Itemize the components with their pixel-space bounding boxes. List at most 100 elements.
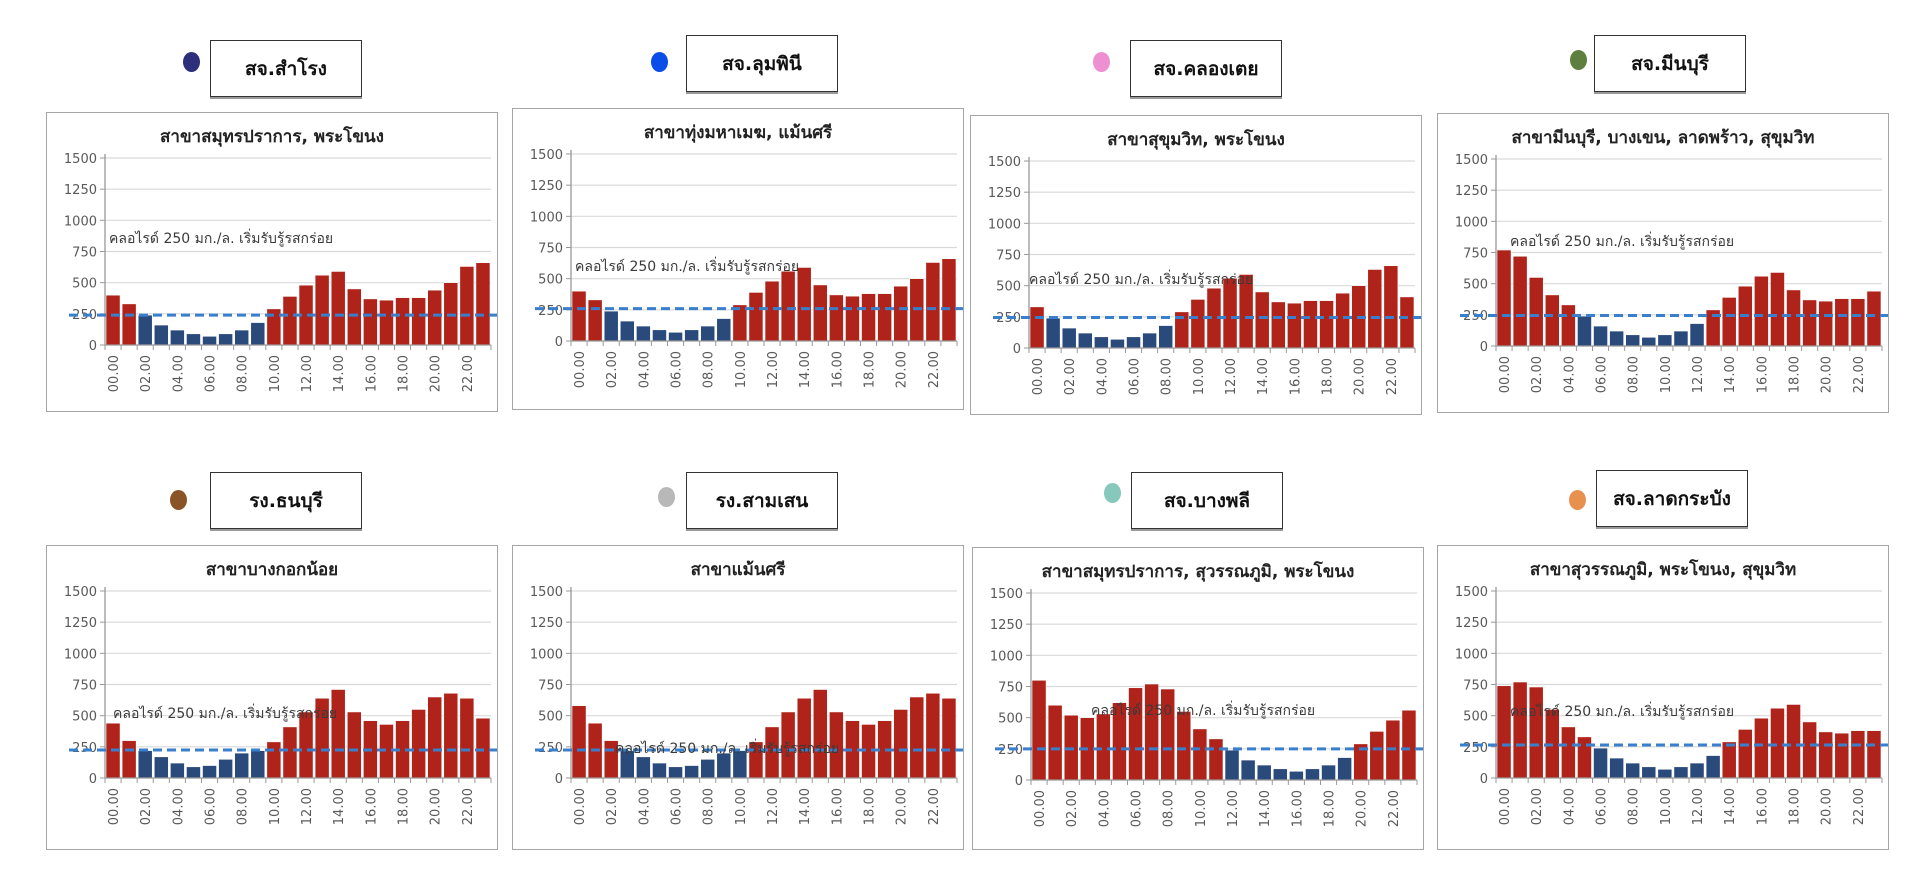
station-label: สจ.คลองเตย (1130, 40, 1282, 97)
bar (105, 294, 121, 346)
x-tick-label: 20.00 (1355, 790, 1370, 827)
y-tick-label: 0 (1480, 340, 1488, 355)
bar (475, 262, 491, 346)
y-tick-label: 0 (89, 339, 97, 354)
x-tick-label: 00.00 (1498, 788, 1513, 825)
x-tick-label: 14.00 (332, 355, 347, 392)
bar (1641, 766, 1657, 779)
x-tick-label: 08.00 (236, 355, 251, 392)
bar (1657, 768, 1673, 779)
station-color-dot (1569, 490, 1586, 510)
bar (812, 284, 828, 342)
x-tick-label: 16.00 (364, 788, 379, 825)
x-tick-label: 04.00 (1562, 788, 1577, 825)
y-tick-label: 500 (538, 710, 563, 725)
bar (1256, 764, 1272, 781)
station-color-dot (1570, 50, 1587, 70)
bar (1047, 704, 1063, 781)
bar (427, 289, 443, 346)
x-tick-label: 04.00 (1562, 356, 1577, 393)
x-tick-label: 14.00 (1256, 358, 1271, 395)
x-tick-label: 06.00 (1130, 790, 1145, 827)
y-tick-label: 1500 (64, 152, 97, 167)
bar (1335, 292, 1350, 349)
y-tick-label: 1250 (530, 179, 563, 194)
x-tick-label: 08.00 (1627, 356, 1642, 393)
bar (1142, 332, 1157, 349)
station-label: สจ.ลาดกระบัง (1596, 470, 1748, 527)
bar (1737, 729, 1753, 779)
bar (1834, 298, 1850, 347)
bar (1045, 317, 1061, 349)
x-tick-label: 22.00 (927, 351, 942, 388)
x-tick-label: 22.00 (461, 355, 476, 392)
x-tick-label: 16.00 (1290, 790, 1305, 827)
x-tick-label: 08.00 (1627, 788, 1642, 825)
bar (1528, 277, 1544, 347)
x-tick-label: 20.00 (895, 351, 910, 388)
station-color-dot (1104, 483, 1121, 503)
x-tick-label: 20.00 (429, 355, 444, 392)
x-tick-label: 14.00 (798, 788, 813, 825)
bar (218, 333, 233, 346)
x-tick-label: 18.00 (1788, 788, 1803, 825)
x-tick-label: 02.00 (139, 355, 154, 392)
x-tick-label: 12.00 (300, 788, 315, 825)
bar (684, 765, 699, 779)
threshold-annotation: คลอไรด์ 250 มก./ล. เริ่มรับรู้รสกร่อย (1091, 701, 1315, 719)
y-tick-label: 750 (1463, 247, 1488, 262)
x-tick-label: 00.00 (1031, 358, 1046, 395)
bar (346, 288, 362, 346)
bar (893, 709, 909, 779)
x-tick-label: 10.00 (734, 788, 749, 825)
bar (137, 314, 153, 346)
bar (1144, 683, 1159, 781)
x-tick-label: 04.00 (171, 355, 186, 392)
y-tick-label: 500 (72, 710, 97, 725)
bar (941, 697, 957, 779)
bar (652, 329, 667, 342)
y-tick-label: 500 (996, 280, 1021, 295)
bar (218, 759, 233, 779)
y-tick-label: 1500 (530, 585, 563, 600)
x-tick-label: 18.00 (1788, 356, 1803, 393)
x-tick-label: 12.00 (766, 788, 781, 825)
chart-panel: สาขาสุขุมวิท, พระโขนง0250500750100012501… (970, 115, 1422, 415)
bar (732, 304, 748, 342)
bar (571, 705, 587, 779)
y-tick-label: 1250 (64, 616, 97, 631)
x-tick-label: 12.00 (1691, 356, 1706, 393)
chart-title: สาขาสมุทรปราการ, สุวรรณภูมิ, พระโขนง (1041, 562, 1355, 582)
bar (1818, 731, 1834, 779)
bar (1031, 679, 1047, 781)
station-color-dot (1093, 52, 1110, 72)
chart-panel: สาขาสมุทรปราการ, พระโขนง 0 250 500 750 1000 12… (46, 112, 498, 412)
bar (153, 756, 169, 779)
x-tick-label: 16.00 (1755, 788, 1770, 825)
x-tick-label: 08.00 (1162, 790, 1177, 827)
bar (1721, 741, 1737, 779)
station-color-dot (183, 52, 200, 72)
bar (877, 293, 892, 342)
bar (1609, 757, 1624, 779)
x-tick-label: 22.00 (1852, 788, 1867, 825)
x-tick-label: 06.00 (670, 788, 685, 825)
bar (1254, 291, 1270, 349)
x-tick-label: 22.00 (1385, 358, 1400, 395)
x-tick-label: 02.00 (1065, 790, 1080, 827)
x-tick-label: 16.00 (830, 788, 845, 825)
bar (1625, 334, 1641, 347)
bar (1609, 330, 1624, 347)
bar (1866, 730, 1882, 779)
bar (250, 322, 266, 346)
bar (1303, 300, 1318, 349)
bar (411, 297, 426, 346)
x-tick-label: 12.00 (1226, 790, 1241, 827)
y-tick-label: 1500 (988, 155, 1021, 170)
bar (234, 329, 250, 346)
station-label: รง.สามเสน (686, 472, 838, 529)
x-tick-label: 22.00 (461, 788, 476, 825)
bar (716, 318, 732, 342)
